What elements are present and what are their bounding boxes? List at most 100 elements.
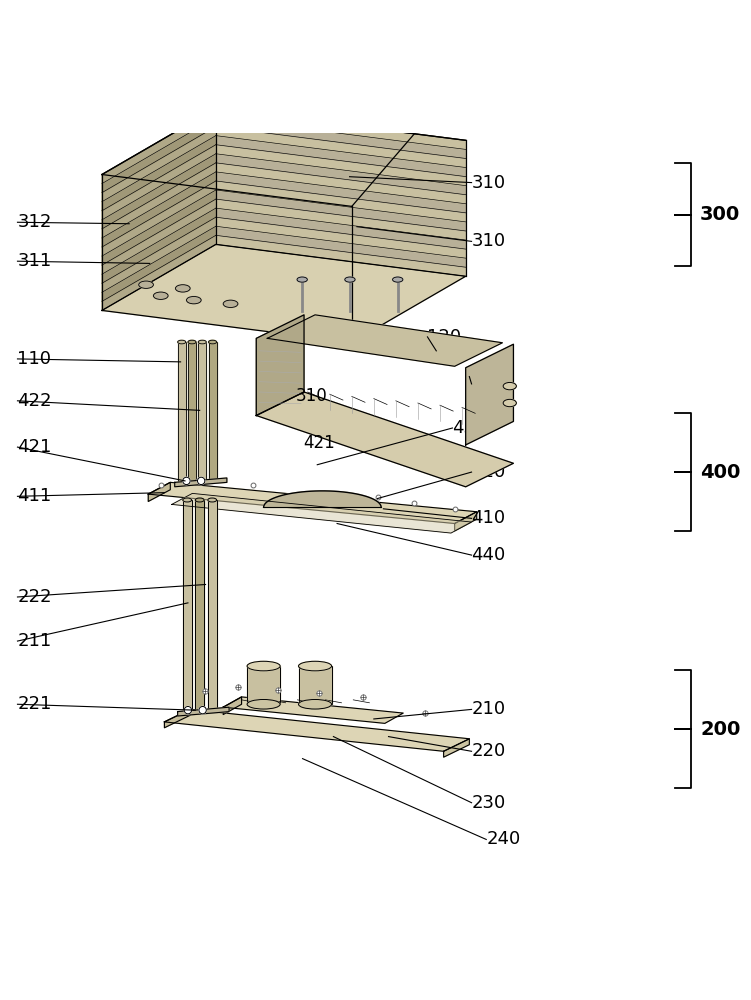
Text: 421: 421 xyxy=(17,438,52,456)
Polygon shape xyxy=(444,739,469,757)
Text: 300: 300 xyxy=(700,205,740,224)
Text: 420: 420 xyxy=(472,463,506,481)
Circle shape xyxy=(198,477,205,485)
Text: 310: 310 xyxy=(472,232,505,250)
Text: 411: 411 xyxy=(17,487,52,505)
Polygon shape xyxy=(216,235,466,276)
Text: 210: 210 xyxy=(472,700,505,718)
Text: 200: 200 xyxy=(700,720,740,739)
Polygon shape xyxy=(216,118,466,158)
Text: 240: 240 xyxy=(486,830,520,848)
Text: 230: 230 xyxy=(472,794,506,812)
Polygon shape xyxy=(216,226,466,267)
Polygon shape xyxy=(195,500,204,712)
Ellipse shape xyxy=(182,498,192,502)
Ellipse shape xyxy=(153,292,168,299)
Text: 312: 312 xyxy=(17,213,52,231)
Ellipse shape xyxy=(247,699,280,709)
Polygon shape xyxy=(102,172,216,247)
Ellipse shape xyxy=(209,340,216,344)
Polygon shape xyxy=(102,226,216,301)
Ellipse shape xyxy=(298,661,332,671)
Text: 222: 222 xyxy=(17,588,52,606)
Ellipse shape xyxy=(297,277,307,282)
Ellipse shape xyxy=(178,340,185,344)
Text: 430: 430 xyxy=(452,419,487,437)
Circle shape xyxy=(199,706,207,714)
Ellipse shape xyxy=(503,399,517,407)
Polygon shape xyxy=(247,666,280,704)
Polygon shape xyxy=(164,709,190,728)
Polygon shape xyxy=(256,392,514,487)
Text: 310: 310 xyxy=(295,387,327,405)
Polygon shape xyxy=(298,666,332,704)
Text: 311: 311 xyxy=(17,252,52,270)
Ellipse shape xyxy=(223,300,238,307)
Text: 110: 110 xyxy=(17,350,52,368)
Polygon shape xyxy=(208,500,216,712)
Ellipse shape xyxy=(393,277,403,282)
Ellipse shape xyxy=(247,661,280,671)
Polygon shape xyxy=(256,315,304,416)
Circle shape xyxy=(184,706,192,714)
Ellipse shape xyxy=(503,382,517,390)
Polygon shape xyxy=(102,108,216,184)
Polygon shape xyxy=(164,709,469,751)
Polygon shape xyxy=(102,235,216,310)
Polygon shape xyxy=(148,482,170,501)
Text: 220: 220 xyxy=(472,742,506,760)
Polygon shape xyxy=(182,500,192,712)
Polygon shape xyxy=(267,315,502,366)
Polygon shape xyxy=(216,190,466,231)
Polygon shape xyxy=(198,342,207,482)
Text: 211: 211 xyxy=(17,632,52,650)
Text: 221: 221 xyxy=(17,695,52,713)
Polygon shape xyxy=(216,145,466,186)
Text: 100: 100 xyxy=(472,375,505,393)
Polygon shape xyxy=(175,478,227,487)
Ellipse shape xyxy=(198,340,207,344)
Text: 120: 120 xyxy=(427,328,462,346)
Polygon shape xyxy=(148,482,477,524)
Text: 310: 310 xyxy=(472,174,505,192)
Ellipse shape xyxy=(188,340,196,344)
Ellipse shape xyxy=(345,277,355,282)
Ellipse shape xyxy=(298,699,332,709)
Polygon shape xyxy=(216,154,466,195)
Polygon shape xyxy=(216,217,466,258)
Text: 400: 400 xyxy=(700,463,740,482)
Polygon shape xyxy=(172,493,472,533)
Polygon shape xyxy=(102,199,216,274)
Ellipse shape xyxy=(139,281,153,288)
Polygon shape xyxy=(102,244,466,342)
Text: 410: 410 xyxy=(472,509,505,527)
Polygon shape xyxy=(216,108,466,149)
Polygon shape xyxy=(454,512,477,531)
Polygon shape xyxy=(178,707,229,716)
Polygon shape xyxy=(102,163,216,238)
Polygon shape xyxy=(216,127,466,168)
Polygon shape xyxy=(216,208,466,249)
Ellipse shape xyxy=(208,498,216,502)
Polygon shape xyxy=(102,181,216,256)
Polygon shape xyxy=(102,127,216,202)
Polygon shape xyxy=(102,208,216,283)
Polygon shape xyxy=(188,342,196,482)
Polygon shape xyxy=(216,199,466,240)
Polygon shape xyxy=(102,136,216,211)
Polygon shape xyxy=(264,491,382,507)
Polygon shape xyxy=(102,118,216,193)
Polygon shape xyxy=(102,217,216,292)
Polygon shape xyxy=(216,163,466,204)
Polygon shape xyxy=(209,342,216,482)
Text: 440: 440 xyxy=(472,546,506,564)
Text: 421: 421 xyxy=(303,434,335,452)
Polygon shape xyxy=(102,154,216,229)
Polygon shape xyxy=(216,136,466,177)
Polygon shape xyxy=(223,697,403,723)
Polygon shape xyxy=(223,697,242,715)
Ellipse shape xyxy=(186,296,201,304)
Circle shape xyxy=(182,477,190,485)
Text: 422: 422 xyxy=(17,392,52,410)
Ellipse shape xyxy=(195,498,204,502)
